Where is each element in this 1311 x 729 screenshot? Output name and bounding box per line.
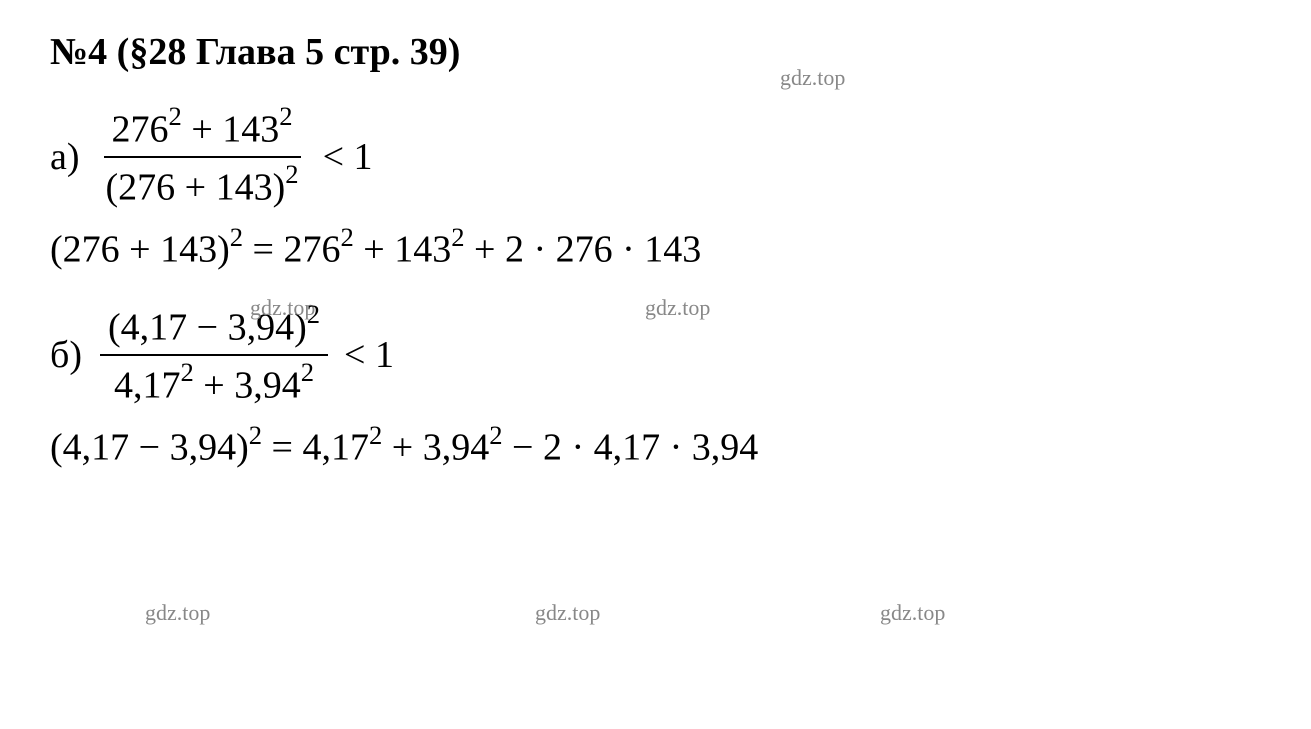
content-wrapper: gdz.top gdz.top gdz.top gdz.top gdz.top … — [50, 30, 1261, 470]
denom-a1: (276 + 143) — [106, 166, 286, 208]
num-a2-exp: 2 — [279, 101, 292, 131]
denom-b1-exp: 2 — [181, 357, 194, 387]
watermark-2: gdz.top — [250, 295, 315, 321]
eq-b-left-exp: 2 — [249, 420, 262, 450]
eq-b-exp2: 2 — [489, 420, 502, 450]
problem-a-comparison: < 1 — [323, 135, 373, 179]
eq-b-equals: = 4,17 — [262, 427, 369, 469]
watermark-1: gdz.top — [780, 65, 845, 91]
watermark-4: gdz.top — [145, 600, 210, 626]
denom-b2-exp: 2 — [301, 357, 314, 387]
eq-b-left: (4,17 − 3,94) — [50, 427, 249, 469]
eq-a-plus2: + 2 · 276 · 143 — [465, 229, 702, 271]
num-b1-exp: 2 — [307, 299, 320, 329]
num-a1: 276 — [112, 109, 169, 151]
watermark-5: gdz.top — [535, 600, 600, 626]
equation-b: (4,17 − 3,94)2 = 4,172 + 3,942 − 2 · 4,1… — [50, 422, 1261, 470]
denom-a1-exp: 2 — [285, 159, 298, 189]
eq-b-plus1: + 3,94 — [382, 427, 489, 469]
denom-b2: + 3,94 — [194, 364, 301, 406]
problem-b-comparison: < 1 — [344, 333, 394, 377]
denom-b1: 4,17 — [114, 364, 181, 406]
eq-b-exp1: 2 — [369, 420, 382, 450]
eq-a-exp2: 2 — [451, 222, 464, 252]
eq-b-minus: − 2 · 4,17 · 3,94 — [503, 427, 759, 469]
page-title: №4 (§28 Глава 5 стр. 39) — [50, 30, 1261, 74]
eq-a-left-exp: 2 — [230, 222, 243, 252]
watermark-3: gdz.top — [645, 295, 710, 321]
eq-a-left: (276 + 143) — [50, 229, 230, 271]
problem-a: а) 2762 + 1432 (276 + 143)2 < 1 — [50, 104, 1261, 209]
equation-a: (276 + 143)2 = 2762 + 1432 + 2 · 276 · 1… — [50, 224, 1261, 272]
eq-a-equals: = 276 — [243, 229, 340, 271]
problem-b-denominator: 4,172 + 3,942 — [106, 356, 322, 408]
eq-a-exp1: 2 — [340, 222, 353, 252]
problem-b-label: б) — [50, 333, 82, 377]
watermark-6: gdz.top — [880, 600, 945, 626]
problem-a-numerator: 2762 + 1432 — [104, 104, 301, 158]
eq-a-plus1: + 143 — [354, 229, 451, 271]
problem-a-label: а) — [50, 135, 80, 179]
problem-a-denominator: (276 + 143)2 — [98, 158, 307, 210]
num-a1-exp: 2 — [169, 101, 182, 131]
problem-a-fraction: 2762 + 1432 (276 + 143)2 — [98, 104, 307, 209]
num-a2: + 143 — [182, 109, 279, 151]
